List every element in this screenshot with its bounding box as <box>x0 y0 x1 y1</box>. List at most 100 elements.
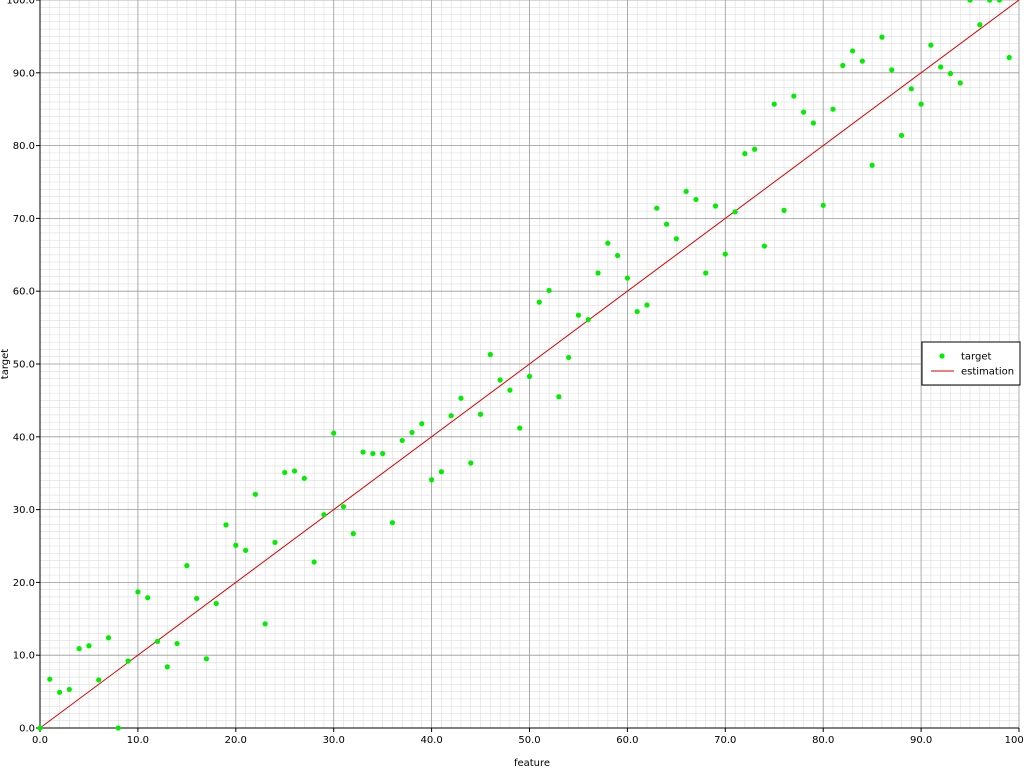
target-point <box>340 504 347 510</box>
target-point <box>742 151 748 157</box>
target-point <box>938 64 944 70</box>
target-point <box>96 677 102 683</box>
target-point <box>624 275 631 281</box>
y-tick-label: 100.0 <box>6 0 35 7</box>
target-point <box>184 563 190 569</box>
target-point <box>115 725 121 731</box>
target-point <box>732 209 738 215</box>
target-point <box>419 421 425 427</box>
x-tick-label: 60.0 <box>616 735 638 746</box>
x-tick-label: 70.0 <box>714 735 736 746</box>
y-tick-label: 90.0 <box>13 68 35 79</box>
target-point <box>752 146 758 152</box>
y-tick-label: 80.0 <box>13 141 35 152</box>
target-point <box>556 394 562 400</box>
target-point <box>272 539 278 545</box>
legend-box <box>921 341 1021 386</box>
x-tick-label: 100.0 <box>1005 735 1024 746</box>
target-point <box>125 658 131 664</box>
x-tick-label: 90.0 <box>910 735 932 746</box>
target-point <box>66 686 72 693</box>
target-point <box>360 449 366 455</box>
y-tick-label: 0.0 <box>19 724 35 735</box>
target-point <box>380 450 386 457</box>
target-point <box>301 475 307 481</box>
x-tick-label: 40.0 <box>420 735 442 746</box>
x-tick-label: 50.0 <box>518 735 540 746</box>
target-point <box>595 270 601 276</box>
target-point <box>536 299 542 305</box>
target-point <box>663 221 670 227</box>
target-point <box>291 468 298 474</box>
legend: target estimation <box>921 341 1021 386</box>
target-point <box>712 203 719 209</box>
target-point <box>311 559 317 565</box>
target-point <box>37 725 43 731</box>
legend-label-target: target <box>961 352 991 363</box>
target-point <box>331 430 337 436</box>
target-point <box>820 202 826 208</box>
target-point <box>252 491 258 497</box>
target-point <box>468 460 474 466</box>
target-point <box>145 595 151 601</box>
target-point <box>86 643 92 649</box>
target-point <box>213 600 219 607</box>
target-point <box>497 377 503 383</box>
target-point <box>605 240 611 246</box>
target-point <box>830 106 836 112</box>
x-tick-label: 30.0 <box>323 735 345 746</box>
target-point <box>722 251 728 257</box>
legend-label-estimation: estimation <box>961 367 1014 378</box>
target-point <box>869 162 875 168</box>
target-point <box>203 656 210 662</box>
y-tick-label: 50.0 <box>13 360 35 371</box>
target-point <box>908 86 914 92</box>
target-point <box>262 621 268 627</box>
x-tick-label: 80.0 <box>812 735 834 746</box>
target-point <box>429 477 435 483</box>
target-point <box>575 312 582 318</box>
target-point <box>987 0 993 3</box>
estimation-series <box>39 0 1020 729</box>
target-point <box>879 34 885 40</box>
target-point <box>76 646 82 652</box>
x-axis-ticks: 0.0 10.0 20.0 30.0 40.0 50.0 60.0 70.0 80.0 90.0 1… <box>32 728 1024 746</box>
y-tick-label: 40.0 <box>13 432 35 443</box>
y-axis-label: target <box>0 349 11 379</box>
target-point <box>585 316 591 323</box>
target-point <box>507 387 513 393</box>
target-point <box>644 302 650 308</box>
target-point <box>673 236 679 242</box>
target-point <box>634 308 640 315</box>
target-point <box>898 132 905 139</box>
target-point <box>389 520 396 526</box>
target-point <box>693 196 699 203</box>
x-tick-label: 10.0 <box>127 735 149 746</box>
target-point <box>242 547 249 553</box>
target-point <box>174 640 180 647</box>
target-point <box>282 469 288 476</box>
target-point <box>223 522 229 528</box>
target-point <box>566 354 572 361</box>
target-point <box>458 395 464 401</box>
target-point <box>370 450 376 457</box>
target-point <box>409 429 415 436</box>
target-point <box>194 595 200 602</box>
target-point <box>703 270 709 276</box>
target-point <box>526 373 533 379</box>
target-point <box>47 676 53 682</box>
target-point <box>859 58 865 64</box>
estimation-line <box>39 0 1020 729</box>
target-point <box>977 22 983 28</box>
target-point <box>928 42 934 48</box>
y-axis-ticks: 0.0 10.0 20.0 30.0 40.0 50.0 60.0 70.0 80.0 90.0 1… <box>6 0 40 735</box>
target-point <box>546 287 552 294</box>
target-point <box>438 469 444 475</box>
target-point <box>135 589 141 595</box>
target-point <box>918 101 924 107</box>
target-point <box>947 70 954 77</box>
target-point <box>889 67 895 73</box>
target-point <box>164 664 170 670</box>
target-point <box>1006 54 1012 61</box>
target-point <box>321 512 327 518</box>
